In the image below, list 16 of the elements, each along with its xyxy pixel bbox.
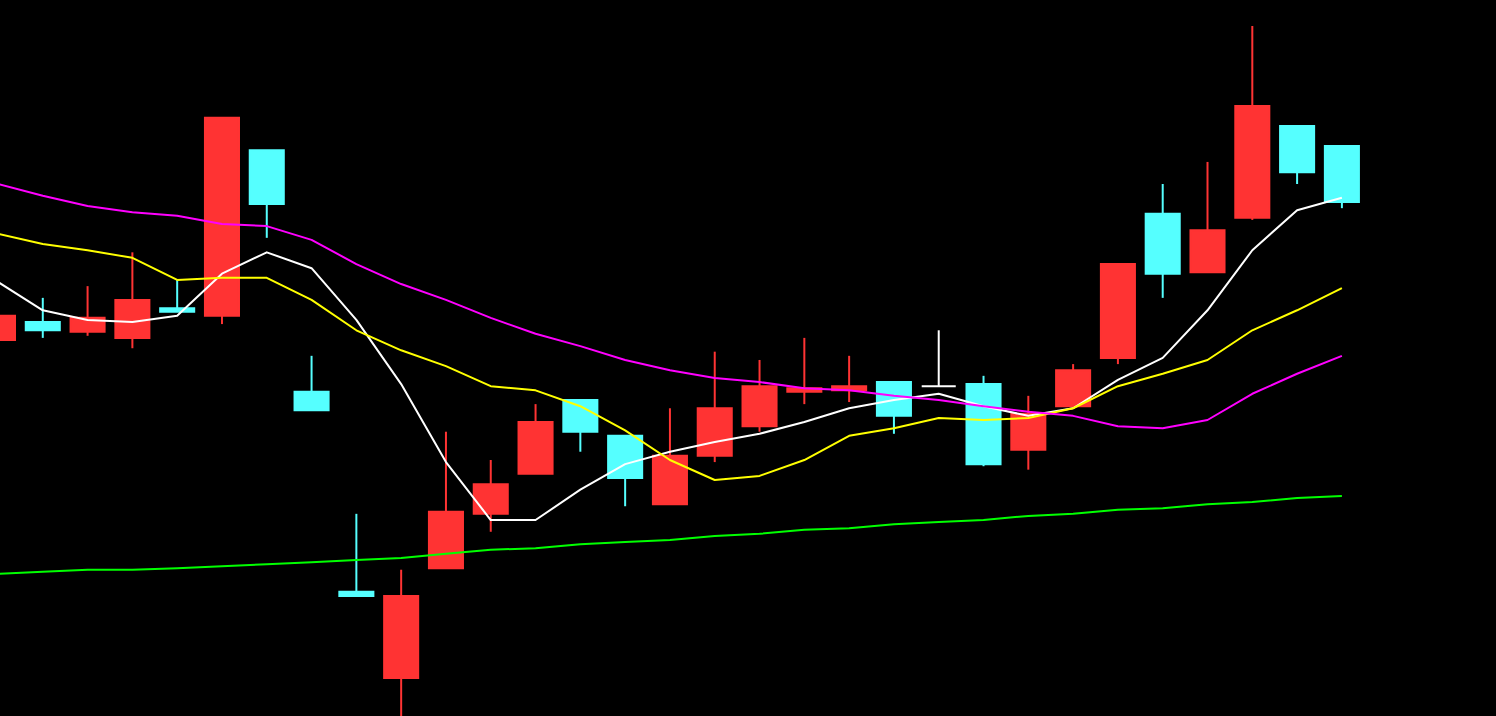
candlestick bbox=[920, 329, 957, 388]
candlestick bbox=[1010, 394, 1047, 471]
candlestick bbox=[741, 358, 778, 433]
candlestick bbox=[1189, 160, 1226, 274]
candlestick bbox=[1279, 125, 1316, 186]
candlestick bbox=[1055, 363, 1092, 408]
candlestick bbox=[562, 398, 599, 453]
candlestick bbox=[696, 350, 733, 464]
candlestick bbox=[338, 512, 375, 597]
candlestick bbox=[159, 278, 196, 313]
candlestick bbox=[69, 285, 106, 337]
candlestick bbox=[293, 354, 330, 412]
candlestick bbox=[472, 459, 509, 533]
candlestick bbox=[114, 251, 151, 350]
candlestick bbox=[24, 296, 61, 339]
candlestick bbox=[607, 434, 644, 508]
